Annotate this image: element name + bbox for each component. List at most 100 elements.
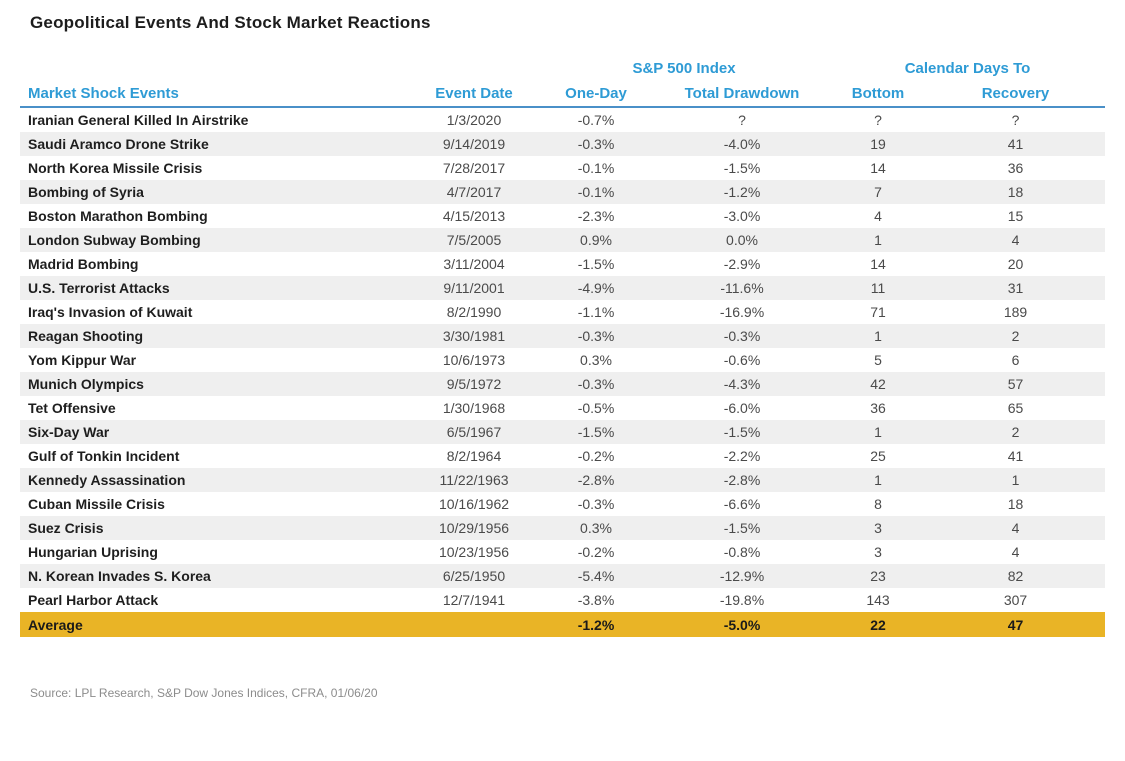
table-row: Cuban Missile Crisis 10/16/1962 -0.3% -6.6%… — [20, 492, 1105, 516]
cell-one-day: -1.1% — [577, 304, 615, 320]
table-body: Iranian General Killed In Airstrike 1/3/2… — [20, 108, 1105, 612]
cell-bottom: 3 — [874, 520, 882, 536]
cell-bottom: 42 — [870, 376, 886, 392]
cell-drawdown: -2.9% — [723, 256, 761, 272]
cell-drawdown: ? — [738, 112, 746, 128]
cell-drawdown: -1.5% — [723, 520, 761, 536]
cell-date: 3/11/2004 — [443, 256, 505, 272]
cell-bottom: 1 — [874, 424, 882, 440]
cell-bottom: 1 — [874, 328, 882, 344]
cell-bottom: 143 — [866, 592, 890, 608]
cell-event: Munich Olympics — [28, 376, 144, 392]
table-row: N. Korean Invades S. Korea 6/25/1950 -5.4%… — [20, 564, 1105, 588]
cell-bottom: 36 — [870, 400, 886, 416]
cell-one-day: -5.4% — [577, 568, 615, 584]
cell-one-day: -3.8% — [577, 592, 615, 608]
cell-date: 6/25/1950 — [442, 568, 506, 584]
cell-bottom: 1 — [874, 472, 882, 488]
cell-one-day: -4.9% — [577, 280, 615, 296]
table-row: London Subway Bombing 7/5/2005 0.9% 0.0% 1 4 — [20, 228, 1105, 252]
cell-bottom: 5 — [874, 352, 882, 368]
table-row: Kennedy Assassination 11/22/1963 -2.8% -2.8… — [20, 468, 1105, 492]
cell-date: 8/2/1990 — [446, 304, 502, 320]
source-note: Source: LPL Research, S&P Dow Jones Indi… — [30, 686, 378, 700]
cell-date: 4/7/2017 — [446, 184, 502, 200]
cell-date: 9/5/1972 — [446, 376, 502, 392]
table-row: Suez Crisis 10/29/1956 0.3% -1.5% 3 4 — [20, 516, 1105, 540]
cell-one-day: -0.2% — [577, 544, 615, 560]
cell-date: 4/15/2013 — [442, 208, 506, 224]
table-row: Iraq's Invasion of Kuwait 8/2/1990 -1.1% -1… — [20, 300, 1105, 324]
average-recovery: 47 — [1007, 616, 1024, 633]
cell-bottom: 7 — [874, 184, 882, 200]
cell-one-day: -0.2% — [577, 448, 615, 464]
cell-recovery: 15 — [1007, 208, 1024, 224]
cell-recovery: ? — [1011, 112, 1020, 128]
cell-date: 9/14/2019 — [442, 136, 506, 152]
cell-drawdown: -4.0% — [723, 136, 761, 152]
cell-bottom: ? — [874, 112, 882, 128]
cell-drawdown: -16.9% — [719, 304, 765, 320]
col-header-market-shock-events: Market Shock Events — [28, 84, 179, 102]
cell-event: Saudi Aramco Drone Strike — [28, 136, 209, 152]
cell-bottom: 8 — [874, 496, 882, 512]
cell-event: Tet Offensive — [28, 400, 116, 416]
cell-drawdown: -11.6% — [720, 280, 764, 296]
table-group-header-row: S&P 500 Index Calendar Days To — [20, 56, 1105, 80]
cell-recovery: 4 — [1011, 544, 1020, 560]
cell-recovery: 57 — [1007, 376, 1024, 392]
cell-event: Boston Marathon Bombing — [28, 208, 208, 224]
cell-drawdown: -12.9% — [719, 568, 765, 584]
col-header-event-date: Event Date — [435, 84, 513, 102]
table-row: Madrid Bombing 3/11/2004 -1.5% -2.9% 14 20 — [20, 252, 1105, 276]
table-row: Yom Kippur War 10/6/1973 0.3% -0.6% 5 6 — [20, 348, 1105, 372]
cell-event: Bombing of Syria — [28, 184, 144, 200]
cell-one-day: -1.5% — [577, 424, 615, 440]
cell-drawdown: 0.0% — [726, 232, 758, 248]
cell-bottom: 11 — [870, 280, 886, 296]
cell-recovery: 1 — [1011, 472, 1020, 488]
cell-one-day: -0.3% — [577, 328, 615, 344]
cell-date: 10/16/1962 — [438, 496, 510, 512]
table-row: Six-Day War 6/5/1967 -1.5% -1.5% 1 2 — [20, 420, 1105, 444]
cell-one-day: -0.5% — [577, 400, 615, 416]
cell-recovery: 2 — [1011, 328, 1020, 344]
average-one-day: -1.2% — [577, 616, 615, 633]
cell-date: 9/11/2001 — [443, 280, 505, 296]
table-row: Munich Olympics 9/5/1972 -0.3% -4.3% 42 57 — [20, 372, 1105, 396]
cell-recovery: 65 — [1007, 400, 1024, 416]
table-row: Bombing of Syria 4/7/2017 -0.1% -1.2% 7 18 — [20, 180, 1105, 204]
cell-date: 10/23/1956 — [438, 544, 510, 560]
cell-drawdown: -4.3% — [723, 376, 761, 392]
cell-event: London Subway Bombing — [28, 232, 201, 248]
table-row: North Korea Missile Crisis 7/28/2017 -0.1%… — [20, 156, 1105, 180]
cell-event: Gulf of Tonkin Incident — [28, 448, 180, 464]
cell-event: Suez Crisis — [28, 520, 104, 536]
cell-date: 7/5/2005 — [446, 232, 502, 248]
table-header-row: Market Shock Events Event Date One-Day T… — [20, 80, 1105, 108]
cell-event: Pearl Harbor Attack — [28, 592, 159, 608]
cell-bottom: 23 — [870, 568, 886, 584]
cell-drawdown: -3.0% — [723, 208, 761, 224]
cell-date: 1/30/1968 — [442, 400, 506, 416]
cell-drawdown: -1.5% — [723, 160, 761, 176]
table-row: Boston Marathon Bombing 4/15/2013 -2.3% -3.… — [20, 204, 1105, 228]
cell-event: U.S. Terrorist Attacks — [28, 280, 170, 296]
cell-recovery: 307 — [1003, 592, 1028, 608]
cell-one-day: -0.3% — [577, 376, 615, 392]
cell-date: 6/5/1967 — [446, 424, 502, 440]
cell-one-day: -1.5% — [577, 256, 615, 272]
cell-recovery: 4 — [1011, 232, 1020, 248]
cell-date: 12/7/1941 — [442, 592, 506, 608]
cell-drawdown: -0.8% — [723, 544, 761, 560]
cell-recovery: 20 — [1007, 256, 1024, 272]
cell-event: Iranian General Killed In Airstrike — [28, 112, 249, 128]
cell-recovery: 82 — [1007, 568, 1024, 584]
events-table: S&P 500 Index Calendar Days To Market Sh… — [20, 56, 1105, 637]
cell-event: Yom Kippur War — [28, 352, 137, 368]
cell-event: Madrid Bombing — [28, 256, 139, 272]
cell-event: Reagan Shooting — [28, 328, 144, 344]
col-header-bottom: Bottom — [851, 84, 905, 102]
cell-drawdown: -6.6% — [723, 496, 761, 512]
